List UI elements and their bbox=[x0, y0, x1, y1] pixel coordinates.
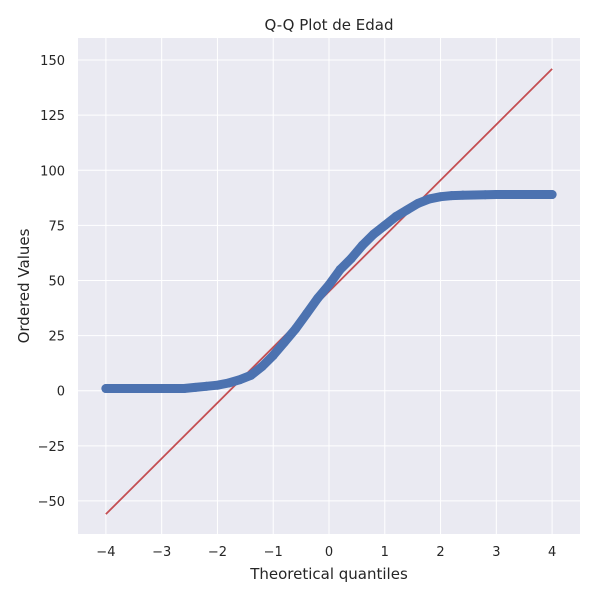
data-point bbox=[123, 384, 133, 394]
data-point bbox=[291, 324, 301, 334]
data-point bbox=[357, 240, 367, 250]
data-point bbox=[134, 384, 144, 394]
data-point bbox=[157, 384, 167, 394]
data-point bbox=[447, 191, 457, 201]
data-point bbox=[547, 190, 557, 200]
y-tick-label: 25 bbox=[48, 330, 65, 345]
data-point bbox=[436, 192, 446, 202]
data-point bbox=[402, 205, 412, 215]
data-point bbox=[391, 212, 401, 222]
data-point bbox=[279, 337, 289, 347]
x-tick-label: −4 bbox=[96, 545, 115, 560]
data-point bbox=[324, 280, 334, 290]
x-tick-label: −2 bbox=[208, 545, 227, 560]
data-point bbox=[313, 293, 323, 303]
data-point bbox=[480, 190, 490, 200]
data-point bbox=[224, 378, 234, 388]
x-tick-label: −3 bbox=[152, 545, 171, 560]
data-point bbox=[502, 190, 512, 200]
data-point bbox=[257, 361, 267, 371]
x-tick-label: 3 bbox=[492, 545, 500, 560]
data-point bbox=[146, 384, 156, 394]
y-tick-label: 50 bbox=[48, 274, 65, 289]
y-tick-label: 100 bbox=[40, 164, 65, 179]
data-point bbox=[369, 229, 379, 239]
data-point bbox=[235, 375, 245, 385]
data-point bbox=[514, 190, 524, 200]
data-point bbox=[335, 264, 345, 274]
data-point bbox=[458, 190, 468, 200]
y-tick-label: 150 bbox=[40, 54, 65, 69]
data-point bbox=[469, 190, 479, 200]
data-point bbox=[168, 384, 178, 394]
y-tick-label: −25 bbox=[38, 440, 65, 455]
x-tick-labels: −4 −3 −2 −1 0 1 2 3 4 bbox=[96, 545, 556, 560]
x-tick-label: 0 bbox=[325, 545, 333, 560]
data-point bbox=[101, 384, 111, 394]
data-point bbox=[190, 382, 200, 392]
data-point bbox=[302, 309, 312, 319]
data-point bbox=[413, 198, 423, 208]
data-point bbox=[424, 194, 434, 204]
x-tick-label: 1 bbox=[381, 545, 389, 560]
data-point bbox=[491, 190, 501, 200]
x-tick-label: 2 bbox=[436, 545, 444, 560]
y-tick-label: −50 bbox=[38, 495, 65, 510]
x-axis-label: Theoretical quantiles bbox=[249, 565, 408, 583]
y-axis-label: Ordered Values bbox=[15, 228, 33, 343]
data-point bbox=[346, 253, 356, 263]
chart-title: Q-Q Plot de Edad bbox=[264, 16, 393, 34]
x-tick-label: −1 bbox=[264, 545, 283, 560]
data-point bbox=[536, 190, 546, 200]
y-tick-label: 0 bbox=[57, 385, 65, 400]
data-point bbox=[212, 380, 222, 390]
data-point bbox=[380, 220, 390, 230]
y-tick-label: 125 bbox=[40, 109, 65, 124]
data-point bbox=[201, 381, 211, 391]
data-point bbox=[246, 370, 256, 380]
data-point bbox=[268, 350, 278, 360]
data-point bbox=[179, 384, 189, 394]
data-point bbox=[525, 190, 535, 200]
y-tick-labels: −50 −25 0 25 50 75 100 125 150 bbox=[38, 54, 65, 510]
y-tick-label: 75 bbox=[48, 219, 65, 234]
data-point bbox=[112, 384, 122, 394]
x-tick-label: 4 bbox=[548, 545, 556, 560]
data-points bbox=[101, 190, 557, 394]
